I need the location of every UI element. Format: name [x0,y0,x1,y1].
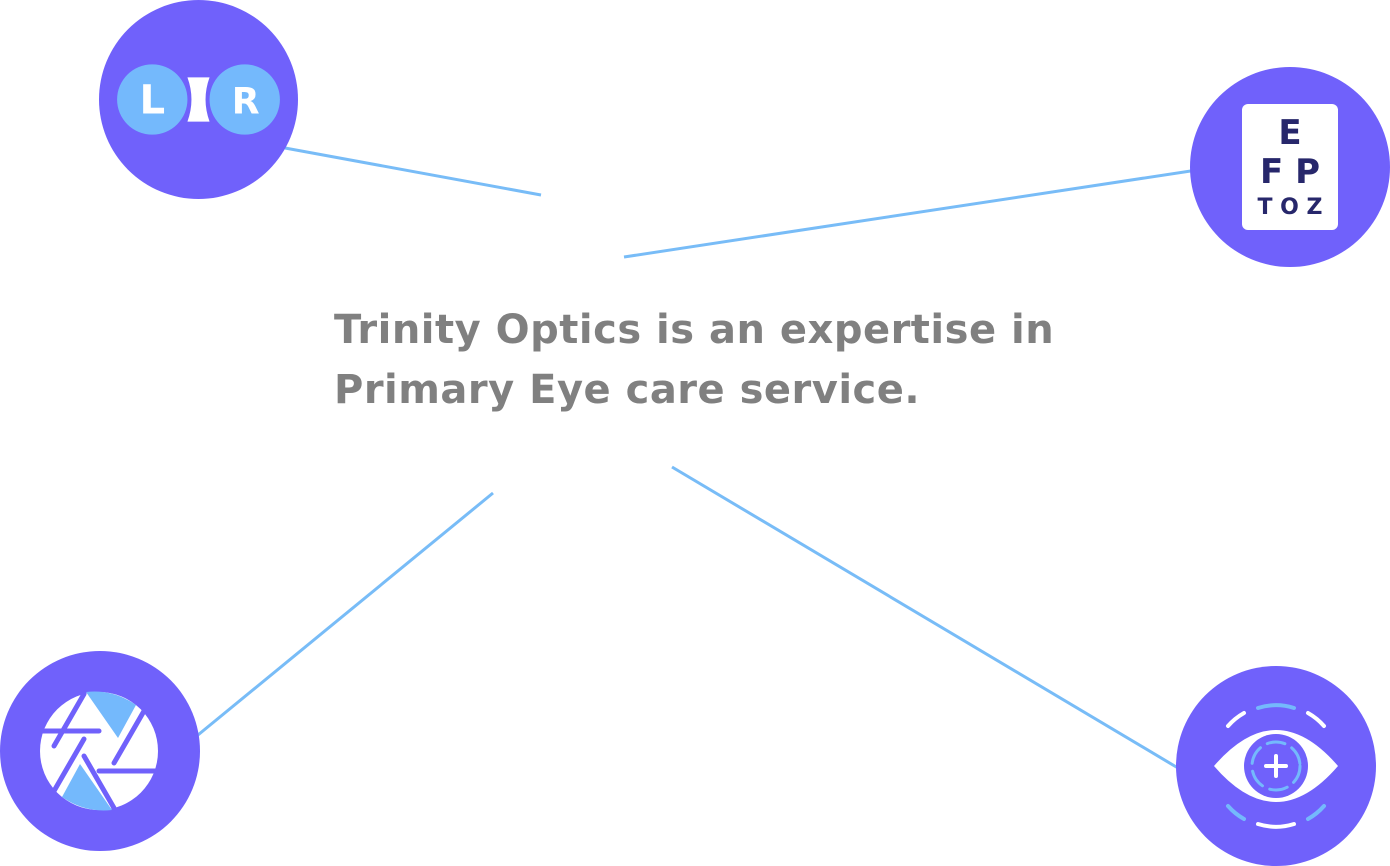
eye-chart-row-1: E [1278,113,1301,153]
eye-chart-row-3: T O Z [1258,195,1323,220]
aperture-icon [38,691,160,811]
eye-exam-icon [1214,703,1338,829]
lens-right-letter: R [232,80,260,123]
eye-exam-badge [1176,666,1376,866]
eye-chart-badge: E F P T O Z [1190,67,1390,267]
connector-lenses [284,146,542,197]
lens-left-right-icon: L R [117,64,280,135]
eye-chart-row-2: F P [1260,152,1320,192]
connector-eye-exam [671,465,1179,770]
lens-left-letter: L [139,78,165,124]
eye-chart-icon: E F P T O Z [1242,104,1338,230]
tagline-line-1: Trinity Optics is an expertise in [334,307,1055,353]
aperture-badge [0,651,200,851]
connector-aperture [175,491,494,755]
tagline-line-2: Primary Eye care service. [334,367,921,413]
tagline: Trinity Optics is an expertise in Primar… [334,300,1094,420]
connector-eye-chart [623,165,1218,259]
lenses-badge: L R [99,0,298,199]
